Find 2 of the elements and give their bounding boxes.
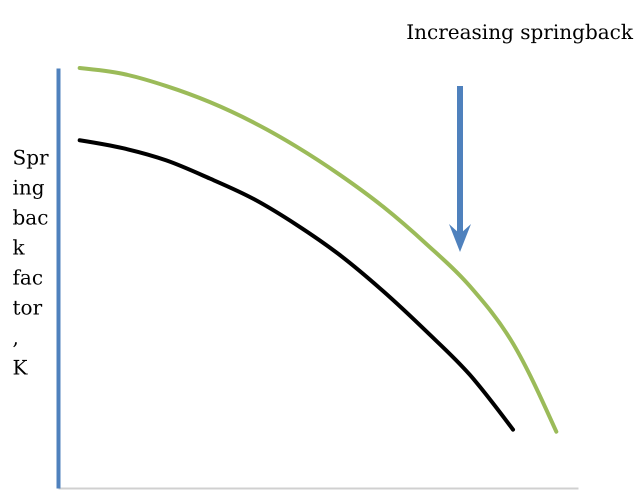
text: Increasing springback <box>406 20 634 44</box>
y-axis-title: Springback factor, K <box>12 146 50 380</box>
